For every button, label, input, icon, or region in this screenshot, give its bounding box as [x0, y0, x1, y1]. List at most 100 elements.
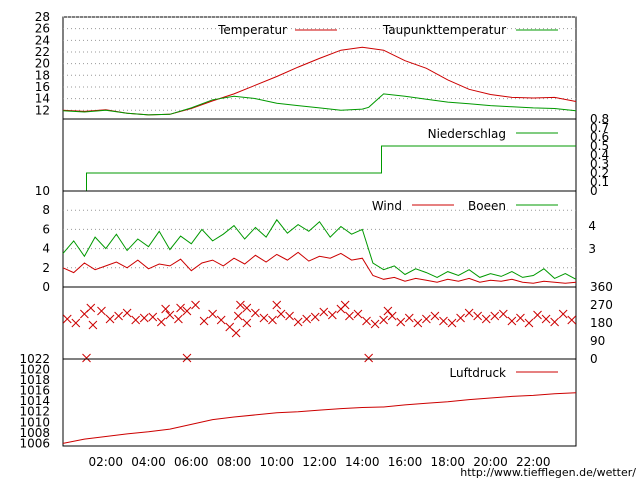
temperature-grid: [63, 16, 576, 111]
wind-direction-point: [490, 311, 500, 321]
wind-direction-point: [327, 310, 337, 320]
x-tick-label: 20:00: [473, 455, 508, 469]
temperature-tick-label: 22: [35, 45, 50, 59]
temperature-tick-label: 24: [35, 33, 50, 47]
precipitation-tick-label: 0.7: [590, 121, 609, 135]
beaufort-tick-label: 3: [588, 242, 596, 256]
wind-direction-point: [216, 315, 226, 325]
wind-line: [62, 251, 577, 284]
wind-direction-tick-label: 90: [590, 334, 605, 348]
wind-direction-point: [105, 314, 115, 324]
legend-wind: Wind: [372, 199, 402, 213]
wind-direction-point: [383, 306, 393, 316]
wind-grid: [63, 209, 576, 269]
wind-direction-point: [567, 315, 577, 325]
niederschlag-line: [63, 145, 576, 192]
wind-direction-point: [293, 317, 303, 327]
temperature-tick-label: 14: [35, 92, 50, 106]
wind-direction-point: [231, 328, 241, 338]
wind-direction-point: [364, 353, 374, 363]
wind-direction-point: [86, 303, 96, 313]
wind-direction-point: [370, 319, 380, 329]
wind-direction-point: [233, 311, 243, 321]
wind-direction-point: [310, 312, 320, 322]
taupunkttemperatur-line: [62, 93, 577, 116]
precipitation-panel: 00.10.20.30.40.50.60.70.8 Niederschlag: [62, 112, 609, 198]
wind-direction-tick-label: 0: [590, 352, 598, 366]
legend-luftdruck: Luftdruck: [449, 366, 506, 380]
x-tick-label: 08:00: [217, 455, 252, 469]
precipitation-tick-label: 0.2: [590, 166, 609, 180]
x-axis: 02:00 04:00 06:00 08:00 10:00 12:00 14:00 16:00…: [88, 455, 550, 469]
wind-direction-point: [285, 311, 294, 321]
wind-direction-point: [507, 316, 517, 326]
pressure-tick-label: 1020: [19, 363, 50, 377]
temperatur-line: [62, 46, 577, 116]
wind-direction-point: [345, 311, 354, 321]
beaufort-tick-label: 4: [588, 219, 596, 233]
wind-panel: 0 2 4 6 8 10 3 4 Wind Boeen: [35, 184, 596, 294]
wind-direction-point: [541, 314, 551, 324]
wind-direction-point: [114, 311, 123, 321]
wind-direction-point: [456, 313, 465, 323]
wind-direction-point: [439, 316, 448, 326]
wind-tick-label: 4: [42, 242, 50, 256]
wind-direction-tick-label: 270: [590, 298, 613, 312]
wind-direction-point: [161, 304, 170, 314]
pressure-tick-label: 1008: [19, 426, 50, 440]
wind-direction-point: [464, 308, 474, 318]
pressure-series: [62, 392, 577, 444]
credit-link[interactable]: http://www.tiefflegen.de/wetter/: [460, 466, 636, 479]
wind-direction-point: [396, 317, 406, 327]
pressure-frame: [62, 358, 577, 447]
legend-niederschlag: Niederschlag: [428, 127, 506, 141]
wind-direction-point: [82, 353, 91, 363]
wind-direction-point: [422, 314, 431, 324]
wind-direction-point: [199, 316, 209, 326]
wind-direction-point: [208, 309, 217, 319]
wind-direction-point: [550, 317, 559, 327]
pressure-tick-label: 1014: [19, 394, 50, 408]
precipitation-tick-label: 0.8: [590, 112, 609, 126]
x-tick-label: 16:00: [388, 455, 423, 469]
wind-direction-point: [272, 300, 282, 310]
legend-boeen: Boeen: [468, 199, 506, 213]
wind-direction-point: [236, 300, 245, 310]
wind-direction-point: [242, 318, 252, 328]
luftdruck-line: [62, 392, 577, 444]
wind-direction-point: [516, 313, 525, 323]
wind-tick-label: 6: [42, 222, 50, 236]
wind-direction-tick-label: 180: [590, 316, 613, 330]
wind-direction-point: [404, 313, 414, 323]
wind-direction-panel: 0 90 180 270 360: [62, 280, 613, 366]
wind-direction-point: [122, 308, 132, 318]
wind-direction-tick-label: 360: [590, 280, 613, 294]
precipitation-tick-label: 0.4: [590, 148, 609, 162]
wind-direction-point: [71, 318, 81, 328]
wind-direction-point: [174, 314, 183, 324]
wind-series: [62, 218, 577, 284]
wind-direction-point: [156, 317, 166, 327]
temperature-tick-label: 20: [35, 57, 50, 71]
wind-direction-point: [302, 314, 312, 324]
wind-direction-point: [430, 311, 440, 321]
pressure-tick-label: 1018: [19, 373, 50, 387]
pressure-tick-label: 1016: [19, 384, 50, 398]
x-tick-label: 12:00: [302, 455, 337, 469]
x-tick-label: 10:00: [259, 455, 294, 469]
wind-direction-point: [259, 313, 269, 323]
wind-direction-point: [447, 318, 457, 328]
x-tick-label: 04:00: [131, 455, 166, 469]
boeen-line: [62, 218, 577, 280]
temperature-series: [62, 46, 577, 116]
precipitation-ticks: 00.10.20.30.40.50.60.70.8: [590, 112, 609, 198]
wind-direction-point: [182, 353, 192, 363]
pressure-tick-label: 1006: [19, 436, 50, 450]
temperature-tick-label: 12: [35, 103, 50, 117]
temperature-tick-label: 26: [35, 22, 50, 36]
temperature-tick-label: 28: [35, 10, 50, 24]
wind-direction-point: [251, 308, 260, 318]
